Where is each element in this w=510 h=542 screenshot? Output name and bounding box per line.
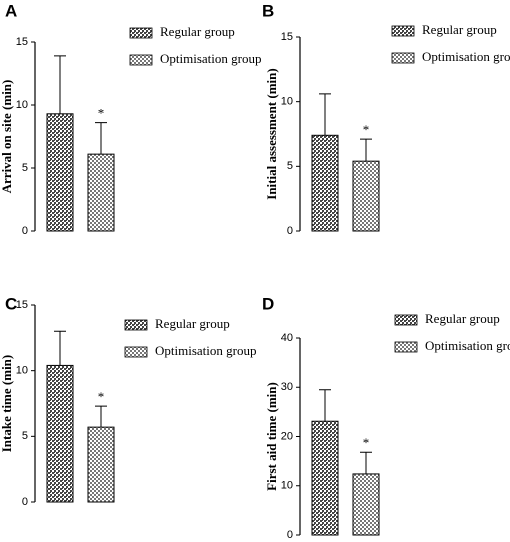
y-axis-label: Initial assessment (min): [264, 68, 279, 199]
panel-letter: B: [262, 1, 274, 20]
legend-label: Regular group: [425, 311, 500, 326]
error-bar: [319, 93, 331, 136]
legend-label: Regular group: [155, 316, 230, 331]
error-bar: [95, 122, 107, 155]
y-tick-label: 10: [281, 480, 293, 492]
bar: [311, 134, 339, 232]
error-bar: [360, 138, 372, 162]
legend-swatch: [394, 341, 418, 353]
y-tick-label: 0: [22, 225, 28, 237]
y-tick-label: 15: [16, 36, 28, 48]
legend-label: Optimisation group: [425, 338, 510, 353]
y-tick-label: 5: [287, 160, 293, 172]
annotation: *: [98, 106, 105, 121]
legend-swatch: [124, 319, 148, 331]
error-bar: [95, 405, 107, 428]
legend-swatch: [391, 25, 415, 37]
annotation: *: [363, 435, 370, 450]
bar: [87, 153, 115, 232]
y-tick-label: 10: [281, 96, 293, 108]
error-bar: [319, 389, 331, 422]
y-tick-label: 0: [287, 225, 293, 237]
legend-label: Regular group: [160, 24, 235, 39]
y-axis-label: Arrival on site (min): [0, 80, 14, 194]
legend-swatch: [129, 27, 153, 39]
y-tick-label: 5: [22, 162, 28, 174]
error-bar: [360, 451, 372, 474]
panel-letter: A: [5, 1, 17, 20]
panel-letter: D: [262, 294, 274, 313]
bar: [352, 473, 380, 536]
legend-label: Regular group: [422, 22, 497, 37]
legend-label: Optimisation group: [155, 343, 256, 358]
bar: [352, 160, 380, 232]
y-tick-label: 0: [22, 496, 28, 508]
legend-swatch: [124, 346, 148, 358]
annotation: *: [98, 389, 105, 404]
legend-label: Optimisation group: [422, 49, 510, 64]
panel-letter: C: [5, 294, 17, 313]
legend-swatch: [129, 54, 153, 66]
y-tick-label: 0: [287, 529, 293, 541]
bar: [46, 364, 74, 503]
bar: [46, 113, 74, 232]
bar: [311, 420, 339, 536]
error-bar: [54, 330, 66, 366]
annotation: *: [363, 122, 370, 137]
y-tick-label: 20: [281, 430, 293, 442]
y-tick-label: 10: [16, 365, 28, 377]
y-tick-label: 15: [281, 31, 293, 43]
y-tick-label: 15: [16, 299, 28, 311]
bar: [87, 426, 115, 503]
y-tick-label: 30: [281, 381, 293, 393]
legend-label: Optimisation group: [160, 51, 261, 66]
y-axis-label: First aid time (min): [264, 382, 279, 491]
y-tick-label: 40: [281, 332, 293, 344]
y-tick-label: 5: [22, 430, 28, 442]
y-tick-label: 10: [16, 99, 28, 111]
legend-swatch: [391, 52, 415, 64]
error-bar: [54, 55, 66, 114]
y-axis-label: Intake time (min): [0, 355, 14, 453]
legend-swatch: [394, 314, 418, 326]
